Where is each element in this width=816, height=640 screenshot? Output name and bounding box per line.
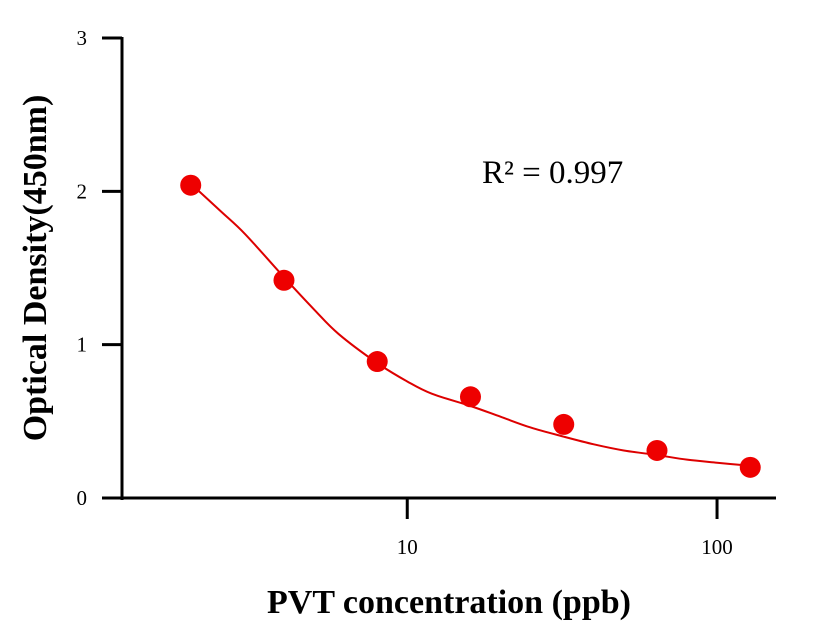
axes-layer: 0 1 2 3 10 100 xyxy=(77,26,776,559)
y-tick-label: 0 xyxy=(77,486,88,510)
data-point xyxy=(273,269,295,291)
y-tick-label: 3 xyxy=(77,26,88,50)
data-point xyxy=(553,413,575,435)
y-tick-label: 1 xyxy=(77,333,88,357)
x-axis-title: PVT concentration (ppb) xyxy=(267,584,631,621)
data-point xyxy=(366,351,388,373)
data-points-layer xyxy=(180,174,761,478)
data-point xyxy=(180,174,202,196)
y-axis-ticks: 0 1 2 3 xyxy=(77,26,122,510)
data-point xyxy=(459,386,481,408)
x-tick-label: 10 xyxy=(397,535,418,559)
fit-curve-line xyxy=(190,182,751,467)
y-tick-label: 2 xyxy=(77,179,88,203)
fit-curve-layer xyxy=(190,182,751,467)
x-axis-ticks: 10 100 xyxy=(397,498,733,559)
y-axis-title: Optical Density(450nm) xyxy=(17,95,54,442)
r-squared-annotation: R² = 0.997 xyxy=(482,155,623,191)
x-tick-label: 100 xyxy=(701,535,733,559)
data-point xyxy=(739,456,761,478)
data-point xyxy=(646,439,668,461)
